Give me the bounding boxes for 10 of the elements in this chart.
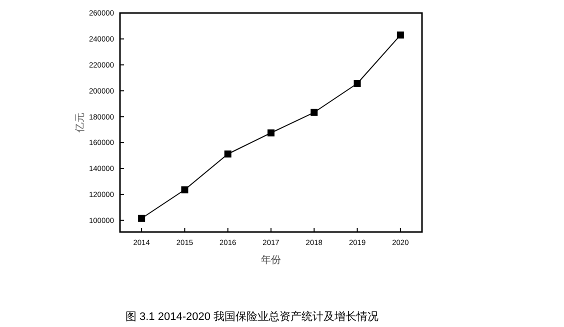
x-axis-title: 年份 bbox=[261, 254, 281, 266]
point bbox=[396, 32, 404, 39]
point bbox=[224, 150, 232, 158]
point bbox=[354, 80, 361, 87]
point bbox=[310, 108, 318, 116]
caption: 图 3.1 2014-2020 我国保险业总资产统计及增长情况 bbox=[125, 310, 379, 323]
point bbox=[138, 214, 146, 222]
point bbox=[181, 186, 188, 194]
y-axis-title: 亿元 bbox=[75, 112, 86, 134]
point bbox=[268, 129, 274, 136]
